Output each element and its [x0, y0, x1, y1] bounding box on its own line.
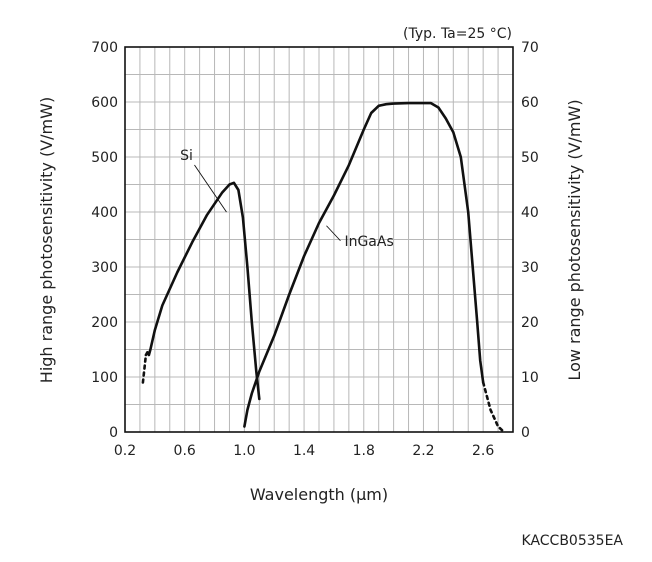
y-left-tick-label: 700 — [91, 40, 118, 56]
series-ingaas-line — [243, 101, 485, 428]
y-left-tick-label: 100 — [91, 370, 118, 386]
x-tick-label: 0.6 — [174, 443, 196, 459]
y-right-tick-label: 60 — [521, 95, 539, 111]
series-ingaas-dashed-end — [481, 381, 506, 434]
annotation-si-leader — [194, 164, 227, 213]
annotation-ingaas-leader — [326, 225, 341, 242]
x-tick-label: 0.2 — [114, 443, 136, 459]
series-si-dashed-start — [141, 353, 148, 384]
x-tick-labels: 0.2 0.6 1.0 1.4 1.8 2.2 2.6 — [114, 443, 495, 459]
annotation-ingaas: InGaAs — [344, 234, 393, 250]
gridlines — [125, 47, 513, 432]
y-left-tick-label: 600 — [91, 95, 118, 111]
y-right-tick-label: 70 — [521, 40, 539, 56]
annotation-si: Si — [180, 148, 193, 164]
series-si-line — [144, 181, 261, 401]
x-tick-label: 2.6 — [472, 443, 494, 459]
x-tick-label: 1.0 — [233, 443, 255, 459]
y-left-tick-label: 0 — [109, 425, 118, 441]
x-tick-label: 2.2 — [412, 443, 434, 459]
y-right-tick-label: 50 — [521, 150, 539, 166]
figure-code: KACCB0535EA — [522, 533, 624, 549]
series-curves — [141, 101, 506, 434]
y-right-tick-label: 30 — [521, 260, 539, 276]
y-left-tick-label: 400 — [91, 205, 118, 221]
y-right-tick-label: 10 — [521, 370, 539, 386]
y-right-tick-labels: 0 10 20 30 40 50 60 70 — [521, 40, 539, 441]
y-right-tick-label: 40 — [521, 205, 539, 221]
x-tick-label: 1.8 — [353, 443, 375, 459]
y-left-tick-label: 300 — [91, 260, 118, 276]
y-right-tick-label: 20 — [521, 315, 539, 331]
y-left-axis-title: High range photosensitivity (V/mW) — [37, 97, 56, 383]
y-right-axis-title: Low range photosensitivity (V/mW) — [565, 99, 584, 380]
plot-frame — [124, 46, 514, 433]
x-tick-label: 1.4 — [293, 443, 315, 459]
y-left-tick-label: 200 — [91, 315, 118, 331]
condition-note: (Typ. Ta=25 °C) — [403, 26, 512, 42]
y-left-tick-labels: 0 100 200 300 400 500 600 700 — [91, 40, 118, 441]
series-annotations: Si InGaAs — [180, 148, 394, 250]
y-right-tick-label: 0 — [521, 425, 530, 441]
x-axis-title: Wavelength (µm) — [250, 485, 388, 504]
y-left-tick-label: 500 — [91, 150, 118, 166]
